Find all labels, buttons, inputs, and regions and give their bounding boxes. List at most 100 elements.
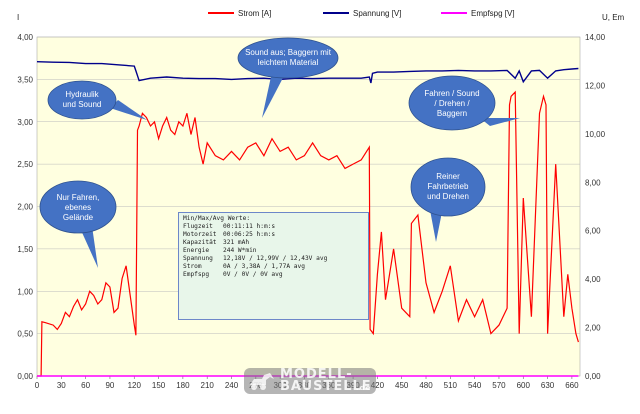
callout-fahren-sound-bubble (408, 75, 496, 131)
y-left-tick-label: 3,50 (17, 75, 33, 84)
watermark-line2: BAUSTELLE (280, 379, 372, 394)
x-tick-label: 30 (57, 381, 66, 390)
x-tick-label: 0 (35, 381, 40, 390)
stats-value: 00:11:11 h:m:s (223, 223, 276, 230)
stats-key: Kapazität (183, 239, 217, 246)
callout-line: und Sound (63, 100, 102, 109)
x-tick-label: 90 (105, 381, 114, 390)
legend: Strom [A] Spannung [V] Empfspg [V] (208, 9, 515, 18)
y-left-tick-label: 1,00 (17, 287, 33, 296)
callout-line: / Drehen / (434, 99, 470, 108)
stats-value: 0A / 3,38A / 1,77A avg (223, 263, 305, 270)
x-tick-label: 510 (444, 381, 458, 390)
x-tick-label: 630 (541, 381, 555, 390)
callout-hydraulik-bubble (47, 80, 117, 120)
callout-line: Hydraulik (65, 90, 99, 99)
callout-sound-aus-bubble (237, 37, 339, 79)
callout-fahren-sound: Fahren / Sound / Drehen / Baggern (408, 75, 520, 131)
stats-title: Min/Max/Avg Werte: (183, 215, 251, 222)
y-left-tick-label: 0,00 (17, 372, 33, 381)
x-tick-label: 210 (201, 381, 215, 390)
x-tick-label: 60 (81, 381, 90, 390)
x-tick-label: 420 (371, 381, 385, 390)
watermark-line1: MODELL- (280, 367, 353, 382)
stats-key: Strom (183, 263, 202, 270)
callout-line: Nur Fahren, (57, 193, 100, 202)
watermark-suffix: .de (356, 384, 372, 392)
stats-key: Empfspg (183, 271, 210, 278)
y-left-tick-label: 2,00 (17, 203, 33, 212)
callout-line: ebenes (65, 203, 91, 212)
x-tick-label: 180 (176, 381, 190, 390)
y-right-tick-label: 12,00 (585, 81, 606, 90)
stats-value: 244 W*min (223, 247, 257, 254)
stats-row: Empfspg 0V / 0V / 0V avg (183, 271, 364, 279)
callout-sound-aus-label: Sound aus; Baggern mit leichtem Material (245, 48, 332, 67)
y-left-axis: 0,00 0,50 1,00 1,50 2,00 2,50 3,00 3,50 4,00 (17, 33, 33, 381)
y-right-axis: 0,00 2,00 4,00 6,00 8,00 10,00 12,00 14,00 (585, 33, 606, 381)
watermark-logo: MODELL- BAUSTELLE .de (244, 368, 376, 394)
y-left-tick-label: 0,50 (17, 330, 33, 339)
y-right-tick-label: 8,00 (585, 178, 601, 187)
callout-line: Sound aus; Baggern mit (245, 48, 332, 57)
callout-hydraulik: Hydraulik und Sound (47, 80, 147, 120)
callout-line: Reiner (436, 172, 460, 181)
x-tick-label: 540 (468, 381, 482, 390)
stats-row: Strom 0A / 3,38A / 1,77A avg (183, 263, 364, 271)
callout-nur-fahren-pointer (80, 226, 98, 268)
callout-line: Gelände (63, 213, 94, 222)
callout-line: Fahren / Sound (424, 89, 479, 98)
callout-fahren-sound-label: Fahren / Sound / Drehen / Baggern (424, 89, 479, 118)
callout-reiner-fahrbetrieb-label: Reiner Fahrbetrieb und Drehen (427, 172, 469, 201)
excavator-icon (250, 373, 274, 390)
x-tick-label: 120 (128, 381, 142, 390)
callout-line: und Drehen (427, 192, 469, 201)
callout-hydraulik-pointer (110, 100, 147, 120)
x-tick-label: 480 (419, 381, 433, 390)
x-tick-label: 150 (152, 381, 166, 390)
x-tick-label: 240 (225, 381, 239, 390)
callout-reiner-fahrbetrieb: Reiner Fahrbetrieb und Drehen (410, 157, 486, 242)
y-left-tick-label: 4,00 (17, 33, 33, 42)
callout-fahren-sound-pointer (480, 118, 520, 126)
callout-sound-aus: Sound aus; Baggern mit leichtem Material (237, 37, 339, 118)
callout-reiner-fahrbetrieb-bubble (410, 157, 486, 217)
x-tick-label: 450 (395, 381, 409, 390)
callout-line: leichtem Material (258, 58, 319, 67)
x-tick-label: 600 (517, 381, 531, 390)
callout-reiner-fahrbetrieb-pointer (430, 210, 442, 242)
y-left-tick-label: 1,50 (17, 245, 33, 254)
legend-entry: Strom [A] (238, 9, 271, 18)
stats-row: Flugzeit 00:11:11 h:m:s (183, 223, 364, 231)
series-line-1 (36, 61, 579, 84)
stats-value: 12,18V / 12,99V / 12,43V avg (223, 255, 328, 262)
y-right-title: U, Em (602, 13, 625, 22)
callout-line: Fahrbetrieb (428, 182, 469, 191)
stats-row: Spannung 12,18V / 12,99V / 12,43V avg (183, 255, 364, 263)
callout-line: Baggern (437, 109, 467, 118)
x-tick-label: 660 (565, 381, 579, 390)
stats-box: Min/Max/Avg Werte: Flugzeit 00:11:11 h:m:… (178, 212, 369, 320)
y-left-title: I (17, 13, 19, 22)
stats-value: 321 mAh (223, 239, 250, 246)
stats-key: Motorzeit (183, 231, 217, 238)
stats-key: Flugzeit (183, 223, 213, 230)
callout-nur-fahren: Nur Fahren, ebenes Gelände (39, 180, 117, 268)
stats-row: Motorzeit 00:06:25 h:m:s (183, 231, 364, 239)
stats-row: Kapazität 321 mAh (183, 239, 364, 247)
x-tick-label: 570 (492, 381, 506, 390)
stats-value: 0V / 0V / 0V avg (223, 271, 283, 278)
series-line-0 (37, 90, 579, 377)
stats-key: Energie (183, 247, 210, 254)
legend-entry: Spannung [V] (353, 9, 401, 18)
y-right-tick-label: 2,00 (585, 324, 601, 333)
y-right-tick-label: 4,00 (585, 275, 601, 284)
y-right-tick-label: 0,00 (585, 372, 601, 381)
stats-value: 00:06:25 h:m:s (223, 231, 276, 238)
y-left-tick-label: 3,00 (17, 118, 33, 127)
callout-hydraulik-label: Hydraulik und Sound (63, 90, 102, 109)
y-right-tick-label: 14,00 (585, 33, 606, 42)
callout-sound-aus-pointer (262, 72, 285, 118)
stats-row: Energie 244 W*min (183, 247, 364, 255)
